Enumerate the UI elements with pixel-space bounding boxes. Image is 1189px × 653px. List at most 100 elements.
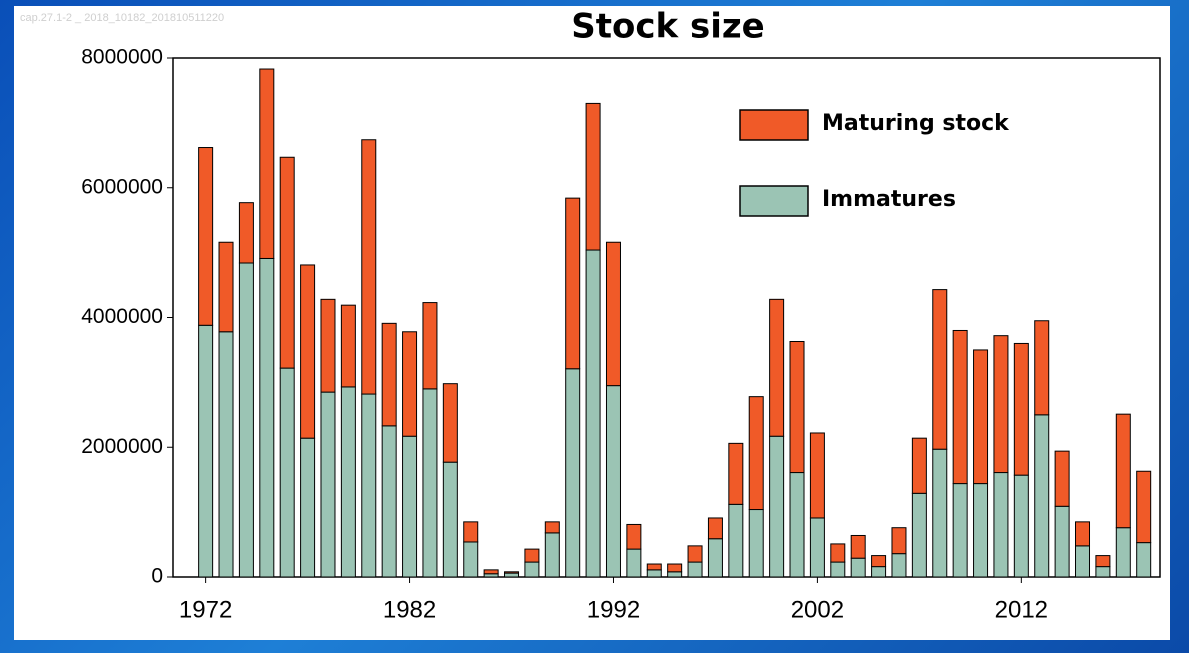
bar-segment	[340, 304, 356, 388]
bar-segment	[871, 555, 887, 568]
bar-segment	[524, 561, 540, 578]
bar-segment	[932, 289, 948, 450]
x-tick-label: 1972	[179, 596, 232, 623]
bar-segment	[524, 548, 540, 563]
bar-segment	[565, 197, 581, 370]
bar-segment	[1075, 545, 1091, 578]
bar-segment	[300, 264, 316, 439]
bar-segment	[993, 335, 1009, 474]
bar-segment	[1136, 542, 1152, 578]
bar-segment	[1115, 527, 1131, 578]
bar-segment	[809, 517, 825, 578]
x-tick-label: 2012	[995, 596, 1048, 623]
bar-segment	[891, 527, 907, 555]
bar-segment	[952, 329, 968, 485]
bar-segment	[1075, 521, 1091, 547]
bar-segment	[1013, 342, 1029, 476]
bar-segment	[667, 563, 683, 573]
x-tick-label: 1982	[383, 596, 436, 623]
bar-segment	[626, 523, 642, 550]
bar-segment	[259, 257, 275, 578]
bar-segment	[442, 461, 458, 578]
bar-segment	[1034, 414, 1050, 578]
bar-segment	[422, 302, 438, 390]
bar-segment	[218, 241, 234, 333]
bar-segment	[585, 102, 601, 251]
bar-segment	[1054, 450, 1070, 507]
bar-segment	[605, 241, 621, 387]
bar-segment	[279, 156, 295, 369]
bar-segment	[973, 483, 989, 578]
bar-segment	[422, 388, 438, 578]
bar-segment	[1095, 555, 1111, 568]
bar-segment	[1013, 474, 1029, 578]
bar-segment	[300, 437, 316, 578]
x-tick-label: 2002	[791, 596, 844, 623]
x-tick-label: 1992	[587, 596, 640, 623]
bar-segment	[463, 541, 479, 578]
bar-segment	[646, 563, 662, 571]
bar-segment	[442, 383, 458, 463]
bar-segment	[1095, 566, 1111, 578]
bar-segment	[789, 472, 805, 578]
bar-segment	[952, 483, 968, 578]
bar-segment	[279, 367, 295, 578]
bar-segment	[769, 435, 785, 578]
bar-segment	[687, 545, 703, 563]
bar-segment	[544, 532, 560, 578]
bar-segment	[504, 572, 520, 578]
bar-segment	[707, 517, 723, 540]
bar-segment	[238, 202, 254, 264]
bar-segment	[483, 569, 499, 575]
legend-label: Maturing stock	[822, 111, 1010, 136]
bar-segment	[381, 322, 397, 427]
bar-segment	[748, 509, 764, 578]
bar-segment	[891, 553, 907, 578]
bar-segment	[911, 492, 927, 578]
bar-segment	[463, 521, 479, 543]
bar-segment	[809, 432, 825, 519]
bar-segment	[565, 368, 581, 578]
bar-segment	[238, 262, 254, 578]
bar-segment	[259, 68, 275, 259]
bar-segment	[993, 472, 1009, 578]
y-tick-label: 8000000	[81, 46, 163, 69]
bar-segment	[504, 571, 520, 574]
y-tick-label: 4000000	[81, 305, 163, 328]
bar-segment	[1115, 413, 1131, 529]
bar-segment	[850, 534, 866, 559]
bar-segment	[1034, 320, 1050, 416]
bar-segment	[320, 298, 336, 393]
bar-segment	[218, 331, 234, 578]
bar-segment	[830, 543, 846, 563]
bar-segment	[605, 385, 621, 578]
bar-segment	[340, 386, 356, 578]
bar-segment	[932, 448, 948, 578]
legend-swatch	[739, 109, 809, 141]
bar-segment	[667, 571, 683, 578]
bar-segment	[1136, 470, 1152, 544]
bar-segment	[728, 503, 744, 578]
bar-segment	[381, 425, 397, 578]
bar-segment	[198, 324, 214, 578]
bar-segment	[361, 393, 377, 578]
bar-segment	[911, 437, 927, 494]
y-tick-label: 6000000	[81, 175, 163, 198]
bar-segment	[585, 249, 601, 578]
bar-segment	[320, 391, 336, 578]
bar-segment	[728, 442, 744, 505]
legend-swatch	[739, 185, 809, 217]
legend-label: Immatures	[822, 187, 956, 212]
bar-segment	[973, 349, 989, 485]
bar-segment	[361, 139, 377, 395]
y-tick-label: 0	[151, 565, 163, 588]
bar-segment	[748, 396, 764, 511]
bar-segment	[626, 548, 642, 578]
bar-segment	[1054, 505, 1070, 578]
bar-segment	[646, 569, 662, 578]
bar-segment	[402, 331, 418, 437]
bar-segment	[789, 341, 805, 474]
bar-segment	[830, 561, 846, 578]
bar-segment	[687, 561, 703, 578]
